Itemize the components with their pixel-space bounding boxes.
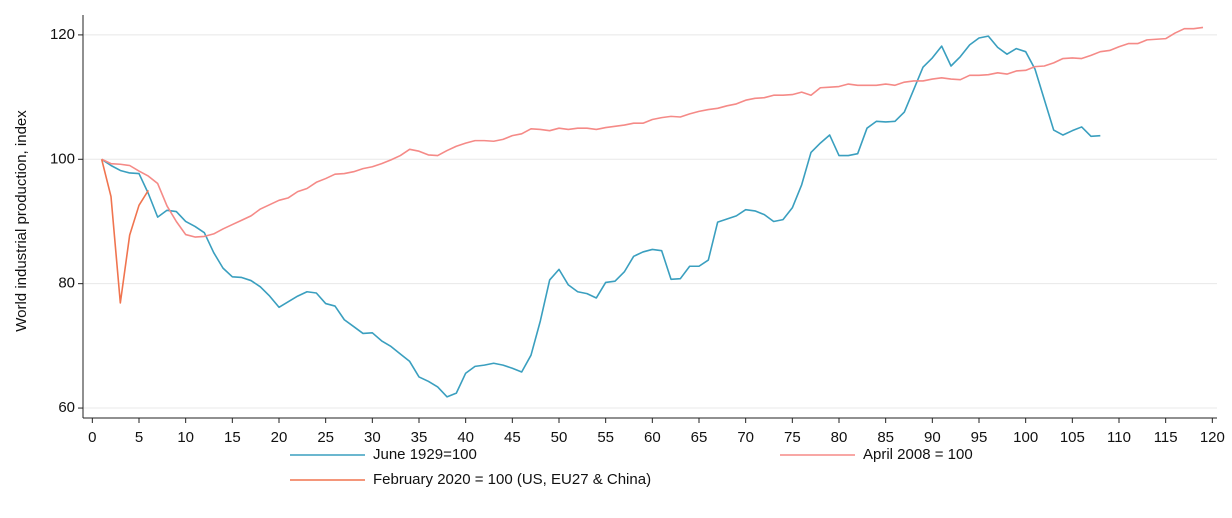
- x-tick-label: 110: [1107, 429, 1131, 446]
- y-tick-label: 80: [58, 275, 75, 292]
- x-tick-label: 80: [831, 429, 848, 446]
- x-tick-label: 45: [504, 429, 521, 446]
- x-tick-label: 50: [551, 429, 568, 446]
- x-tick-label: 100: [1013, 429, 1038, 446]
- x-tick-label: 20: [271, 429, 288, 446]
- x-tick-label: 115: [1154, 429, 1178, 446]
- legend-label: February 2020 = 100 (US, EU27 & China): [373, 471, 651, 488]
- x-tick-label: 90: [924, 429, 941, 446]
- x-tick-label: 120: [1200, 429, 1225, 446]
- x-tick-label: 5: [135, 429, 143, 446]
- y-tick-label: 120: [50, 26, 75, 43]
- legend-label: April 2008 = 100: [863, 446, 973, 463]
- x-tick-label: 85: [877, 429, 894, 446]
- series-line: [101, 35, 1101, 398]
- y-tick-label: 100: [50, 150, 75, 167]
- y-tick-label: 60: [58, 399, 75, 416]
- x-tick-label: 65: [691, 429, 708, 446]
- x-tick-label: 60: [644, 429, 661, 446]
- x-tick-label: 30: [364, 429, 381, 446]
- x-tick-label: 105: [1060, 429, 1085, 446]
- x-tick-label: 55: [597, 429, 614, 446]
- x-tick-label: 25: [317, 429, 334, 446]
- x-tick-label: 95: [971, 429, 988, 446]
- legend-label: June 1929=100: [373, 446, 477, 463]
- y-axis-label: World industrial production, index: [13, 110, 30, 332]
- x-tick-label: 40: [457, 429, 474, 446]
- x-tick-label: 15: [224, 429, 241, 446]
- x-tick-label: 0: [88, 429, 96, 446]
- x-tick-label: 75: [784, 429, 801, 446]
- x-tick-label: 70: [737, 429, 754, 446]
- x-tick-label: 35: [411, 429, 428, 446]
- x-tick-label: 10: [177, 429, 194, 446]
- series-line: [101, 26, 1204, 238]
- series-line: [100, 159, 150, 304]
